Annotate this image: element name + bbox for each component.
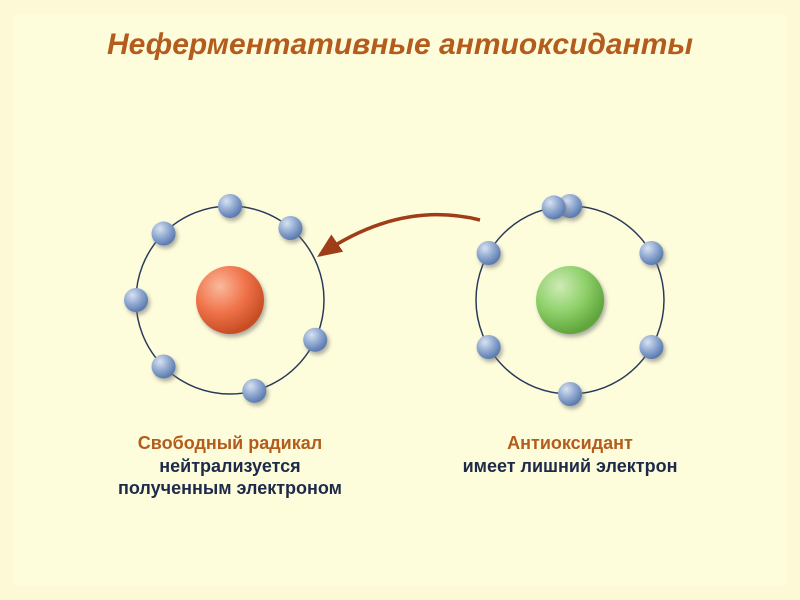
caption-right-line2: имеет лишний электрон xyxy=(420,455,720,478)
caption-left-line3: полученным электроном xyxy=(80,477,380,500)
free-radical-nucleus xyxy=(196,266,264,334)
caption-left: Свободный радикал нейтрализуется получен… xyxy=(80,432,380,500)
diagram-svg xyxy=(0,0,800,600)
caption-right-line1: Антиоксидант xyxy=(420,432,720,455)
free-radical-electron-0 xyxy=(218,194,242,218)
page: Неферментативные антиоксиданты Свободный… xyxy=(0,0,800,600)
antioxidant-nucleus xyxy=(536,266,604,334)
free-radical-electron-2 xyxy=(303,328,327,352)
caption-left-line2: нейтрализуется xyxy=(80,455,380,478)
page-title: Неферментативные антиоксиданты xyxy=(0,28,800,62)
antioxidant-electron-4 xyxy=(477,335,501,359)
free-radical-electron-5 xyxy=(124,288,148,312)
antioxidant-electron-1 xyxy=(639,241,663,265)
antioxidant-electron-3 xyxy=(558,382,582,406)
antioxidant-electron-2 xyxy=(639,335,663,359)
free-radical-electron-6 xyxy=(152,222,176,246)
antioxidant-electron-5 xyxy=(477,241,501,265)
antioxidant-electron-6 xyxy=(542,195,566,219)
caption-right: Антиоксидант имеет лишний электрон xyxy=(420,432,720,477)
free-radical-electron-1 xyxy=(278,216,302,240)
free-radical-electron-3 xyxy=(242,379,266,403)
free-radical-electron-4 xyxy=(152,354,176,378)
caption-left-line1: Свободный радикал xyxy=(80,432,380,455)
